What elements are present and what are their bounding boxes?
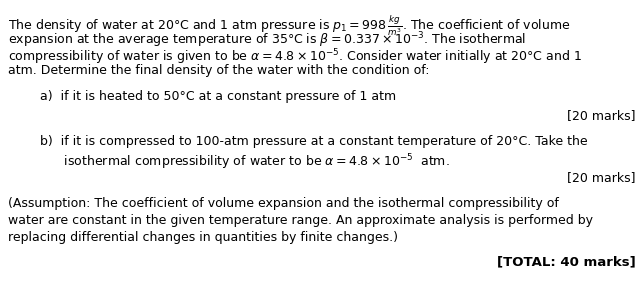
Text: compressibility of water is given to be $\alpha = 4.8 \times 10^{-5}$. Consider : compressibility of water is given to be … — [8, 47, 582, 67]
Text: The density of water at 20°C and 1 atm pressure is $p_1 = 998 \,\frac{kg}{m^3}$.: The density of water at 20°C and 1 atm p… — [8, 13, 571, 38]
Text: atm. Determine the final density of the water with the condition of:: atm. Determine the final density of the … — [8, 64, 430, 77]
Text: b)  if it is compressed to 100-atm pressure at a constant temperature of 20°C. T: b) if it is compressed to 100-atm pressu… — [40, 135, 587, 148]
Text: expansion at the average temperature of 35°C is $\beta = 0.337 \times 10^{-3}$. : expansion at the average temperature of … — [8, 30, 526, 50]
Text: a)  if it is heated to 50°C at a constant pressure of 1 atm: a) if it is heated to 50°C at a constant… — [40, 90, 396, 103]
Text: [TOTAL: 40 marks]: [TOTAL: 40 marks] — [497, 255, 636, 268]
Text: replacing differential changes in quantities by finite changes.): replacing differential changes in quanti… — [8, 231, 398, 244]
Text: water are constant in the given temperature range. An approximate analysis is pe: water are constant in the given temperat… — [8, 214, 593, 227]
Text: [20 marks]: [20 marks] — [567, 109, 636, 122]
Text: (Assumption: The coefficient of volume expansion and the isothermal compressibil: (Assumption: The coefficient of volume e… — [8, 197, 559, 210]
Text: [20 marks]: [20 marks] — [567, 171, 636, 184]
Text: isothermal compressibility of water to be $\alpha = 4.8 \times 10^{-5}$  atm.: isothermal compressibility of water to b… — [40, 152, 450, 172]
